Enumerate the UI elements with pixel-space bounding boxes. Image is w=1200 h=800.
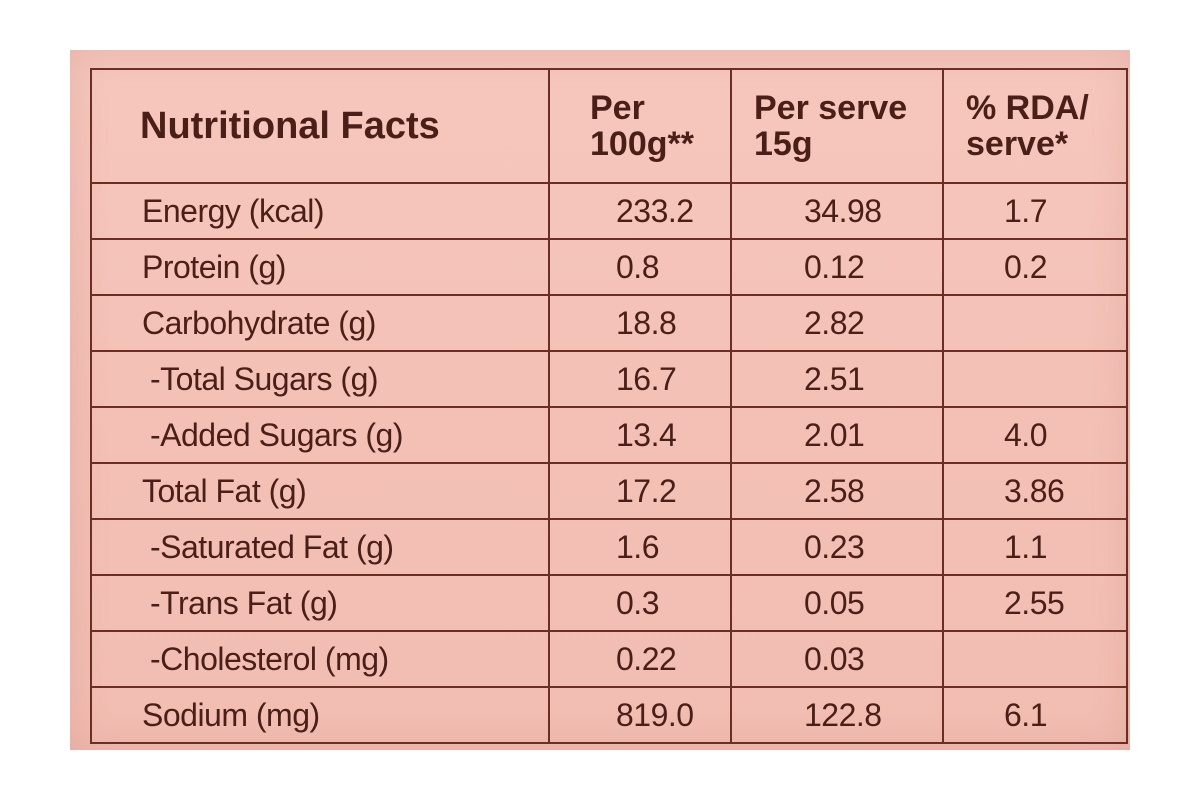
nutrient-name: -Cholesterol (mg) <box>90 630 550 688</box>
column-header-per-100g: Per 100g** <box>548 68 732 184</box>
value-per-serve: 0.03 <box>730 630 944 688</box>
value-per-100g: 1.6 <box>548 518 732 576</box>
table-row: -Total Sugars (g) 16.7 2.51 <box>90 350 1128 408</box>
nutrient-name: Carbohydrate (g) <box>90 294 550 352</box>
table-header-row: Nutritional Facts Per 100g** Per serve 1… <box>90 68 1128 184</box>
value-per-serve: 0.23 <box>730 518 944 576</box>
nutrition-facts-table: Nutritional Facts Per 100g** Per serve 1… <box>90 68 1128 744</box>
value-per-serve: 2.82 <box>730 294 944 352</box>
column-header-per-serve: Per serve 15g <box>730 68 944 184</box>
nutrient-name: Sodium (mg) <box>90 686 550 744</box>
value-per-serve: 0.12 <box>730 238 944 296</box>
value-rda: 0.2 <box>942 238 1128 296</box>
table-row: Total Fat (g) 17.2 2.58 3.86 <box>90 462 1128 520</box>
value-per-serve: 2.01 <box>730 406 944 464</box>
value-rda: 4.0 <box>942 406 1128 464</box>
value-rda: 1.7 <box>942 182 1128 240</box>
value-per-100g: 233.2 <box>548 182 732 240</box>
table-row: Energy (kcal) 233.2 34.98 1.7 <box>90 182 1128 240</box>
value-per-100g: 0.22 <box>548 630 732 688</box>
table-row: -Added Sugars (g) 13.4 2.01 4.0 <box>90 406 1128 464</box>
value-per-100g: 0.8 <box>548 238 732 296</box>
value-per-serve: 34.98 <box>730 182 944 240</box>
value-per-100g: 18.8 <box>548 294 732 352</box>
value-rda <box>942 350 1128 408</box>
value-rda <box>942 630 1128 688</box>
value-rda <box>942 294 1128 352</box>
nutrient-name: Energy (kcal) <box>90 182 550 240</box>
value-rda: 2.55 <box>942 574 1128 632</box>
value-per-100g: 819.0 <box>548 686 732 744</box>
column-header-rda: % RDA/ serve* <box>942 68 1128 184</box>
table-row: Sodium (mg) 819.0 122.8 6.1 <box>90 686 1128 744</box>
table-row: -Cholesterol (mg) 0.22 0.03 <box>90 630 1128 688</box>
nutrient-name: Total Fat (g) <box>90 462 550 520</box>
value-per-serve: 0.05 <box>730 574 944 632</box>
table-row: Carbohydrate (g) 18.8 2.82 <box>90 294 1128 352</box>
value-per-100g: 13.4 <box>548 406 732 464</box>
table-row: -Trans Fat (g) 0.3 0.05 2.55 <box>90 574 1128 632</box>
nutrient-name: Protein (g) <box>90 238 550 296</box>
value-rda: 1.1 <box>942 518 1128 576</box>
table-title: Nutritional Facts <box>90 68 550 184</box>
value-per-serve: 2.58 <box>730 462 944 520</box>
nutrient-name: -Saturated Fat (g) <box>90 518 550 576</box>
table-row: -Saturated Fat (g) 1.6 0.23 1.1 <box>90 518 1128 576</box>
value-rda: 6.1 <box>942 686 1128 744</box>
nutrient-name: -Trans Fat (g) <box>90 574 550 632</box>
value-per-100g: 17.2 <box>548 462 732 520</box>
nutrient-name: -Total Sugars (g) <box>90 350 550 408</box>
value-per-serve: 2.51 <box>730 350 944 408</box>
value-rda: 3.86 <box>942 462 1128 520</box>
value-per-100g: 16.7 <box>548 350 732 408</box>
nutrition-label-photo: Nutritional Facts Per 100g** Per serve 1… <box>70 50 1130 750</box>
nutrient-name: -Added Sugars (g) <box>90 406 550 464</box>
table-row: Protein (g) 0.8 0.12 0.2 <box>90 238 1128 296</box>
value-per-100g: 0.3 <box>548 574 732 632</box>
value-per-serve: 122.8 <box>730 686 944 744</box>
